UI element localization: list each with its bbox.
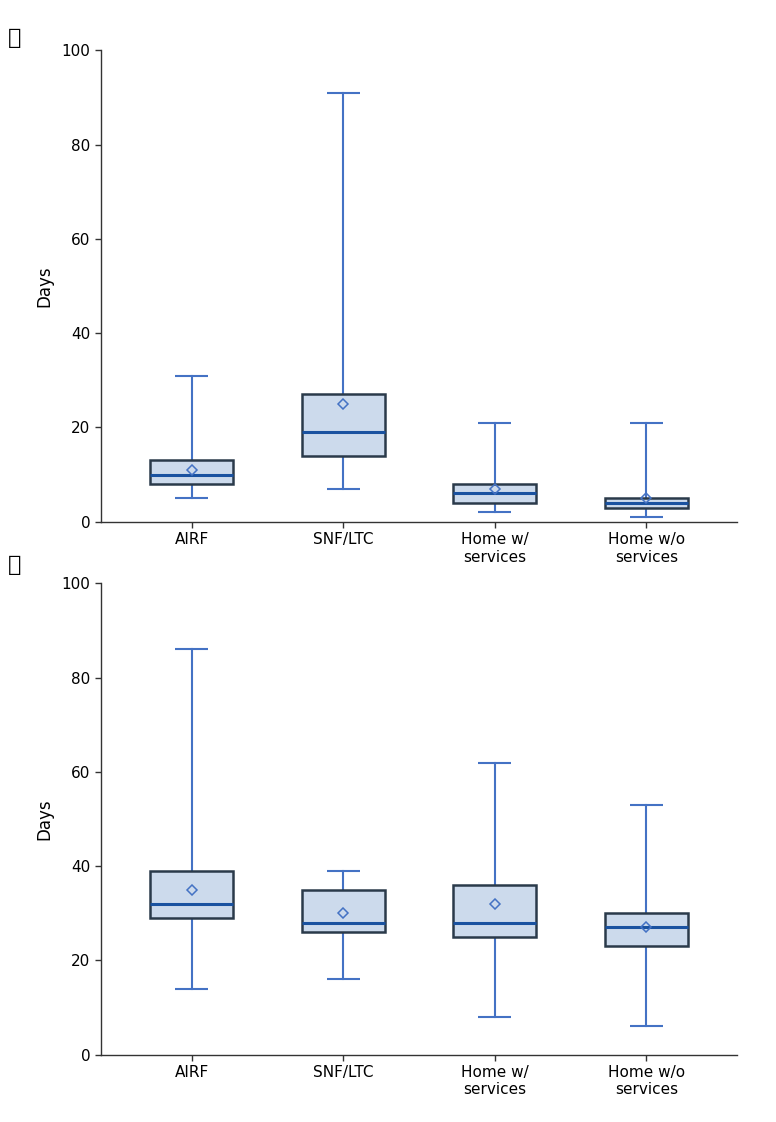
FancyBboxPatch shape: [150, 871, 234, 918]
Text: Ⓑ: Ⓑ: [8, 555, 21, 576]
FancyBboxPatch shape: [605, 498, 688, 507]
Text: Ⓐ: Ⓐ: [8, 28, 21, 48]
Y-axis label: Days: Days: [35, 798, 54, 840]
FancyBboxPatch shape: [453, 484, 536, 503]
FancyBboxPatch shape: [605, 913, 688, 946]
FancyBboxPatch shape: [150, 460, 234, 484]
FancyBboxPatch shape: [302, 395, 385, 456]
Y-axis label: Days: Days: [35, 265, 54, 307]
FancyBboxPatch shape: [302, 890, 385, 932]
FancyBboxPatch shape: [453, 885, 536, 937]
